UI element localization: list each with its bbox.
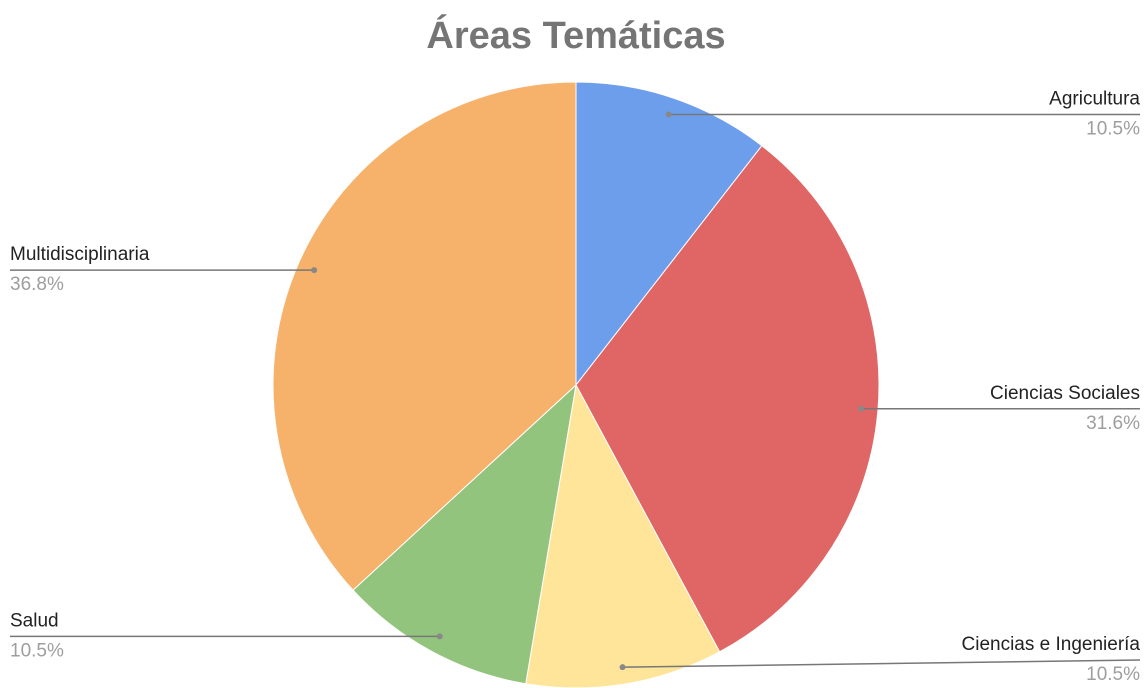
leader-line bbox=[622, 659, 1141, 668]
slice-label: Salud bbox=[10, 610, 59, 631]
leader-dot bbox=[311, 267, 318, 274]
leader-dot bbox=[665, 111, 672, 118]
chart-title: Áreas Temáticas bbox=[426, 13, 725, 57]
slice-label: Ciencias e Ingeniería bbox=[962, 634, 1141, 655]
slice-value-label: 10.5% bbox=[10, 640, 64, 661]
pie-slice bbox=[352, 383, 577, 685]
pie-slice bbox=[575, 81, 763, 387]
slice-value-label: 31.6% bbox=[1086, 413, 1140, 434]
slice-value-label: 10.5% bbox=[1086, 118, 1140, 139]
leader-dot bbox=[436, 633, 443, 640]
slice-label: Ciencias Sociales bbox=[990, 383, 1140, 404]
pie-slice bbox=[272, 81, 577, 591]
leader-dot bbox=[619, 664, 626, 671]
slice-label: Agricultura bbox=[1049, 88, 1140, 109]
slice-label: Multidisciplinaria bbox=[10, 244, 150, 265]
leader-dot bbox=[858, 405, 865, 412]
pie-slice bbox=[525, 383, 721, 688]
slice-value-label: 10.5% bbox=[1086, 664, 1140, 685]
slice-value-label: 36.8% bbox=[10, 274, 64, 295]
